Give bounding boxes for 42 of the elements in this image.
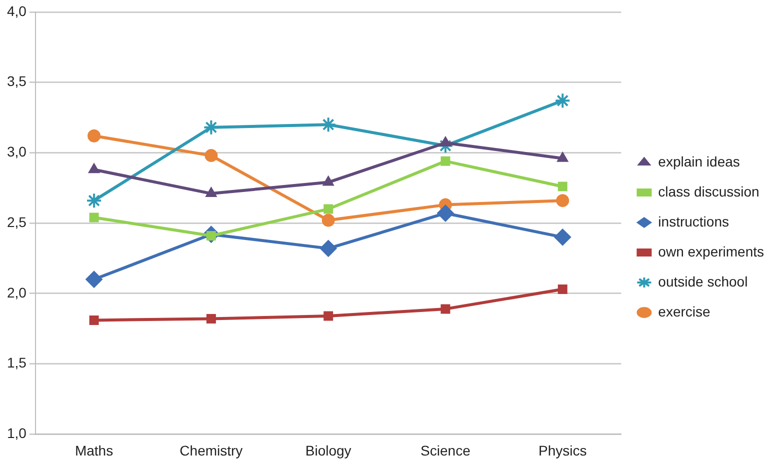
legend-label: outside school <box>658 273 748 290</box>
point <box>205 187 217 198</box>
point <box>86 192 102 209</box>
point <box>322 176 334 186</box>
point <box>88 129 101 142</box>
point <box>322 214 335 227</box>
point <box>86 270 103 288</box>
point <box>206 314 216 324</box>
legend-label: class discussion <box>658 183 760 200</box>
y-tick-label: 3,5 <box>6 73 27 90</box>
y-tick-label: 1,0 <box>6 425 27 442</box>
point <box>558 182 568 192</box>
legend-label: own experiments <box>658 243 764 260</box>
point <box>554 92 571 109</box>
point <box>558 284 568 294</box>
x-tick-label: Chemistry <box>180 442 243 458</box>
point <box>436 204 454 222</box>
point <box>324 311 334 321</box>
point <box>320 240 337 257</box>
point <box>440 136 452 146</box>
x-tick-label: Maths <box>74 442 114 458</box>
point <box>556 194 570 208</box>
y-tick-label: 4,0 <box>6 2 27 19</box>
point <box>204 149 218 162</box>
point <box>88 163 100 174</box>
x-tick-label: Science <box>420 442 471 458</box>
y-tick-label: 1,5 <box>6 354 27 371</box>
x-tick-label: Biology <box>305 442 352 458</box>
point <box>89 212 99 222</box>
legend-label: instructions <box>658 213 729 230</box>
point <box>324 204 334 214</box>
point <box>440 304 450 314</box>
point <box>554 228 572 246</box>
legend-label: exercise <box>658 303 711 320</box>
y-tick-label: 3,0 <box>6 144 27 160</box>
point <box>440 156 450 166</box>
legend-label: explain ideas <box>658 153 740 170</box>
x-tick-label: Physics <box>538 442 587 458</box>
point <box>556 152 568 162</box>
y-tick-label: 2,5 <box>6 214 27 230</box>
point <box>89 315 99 325</box>
y-tick-label: 2,0 <box>6 284 27 300</box>
